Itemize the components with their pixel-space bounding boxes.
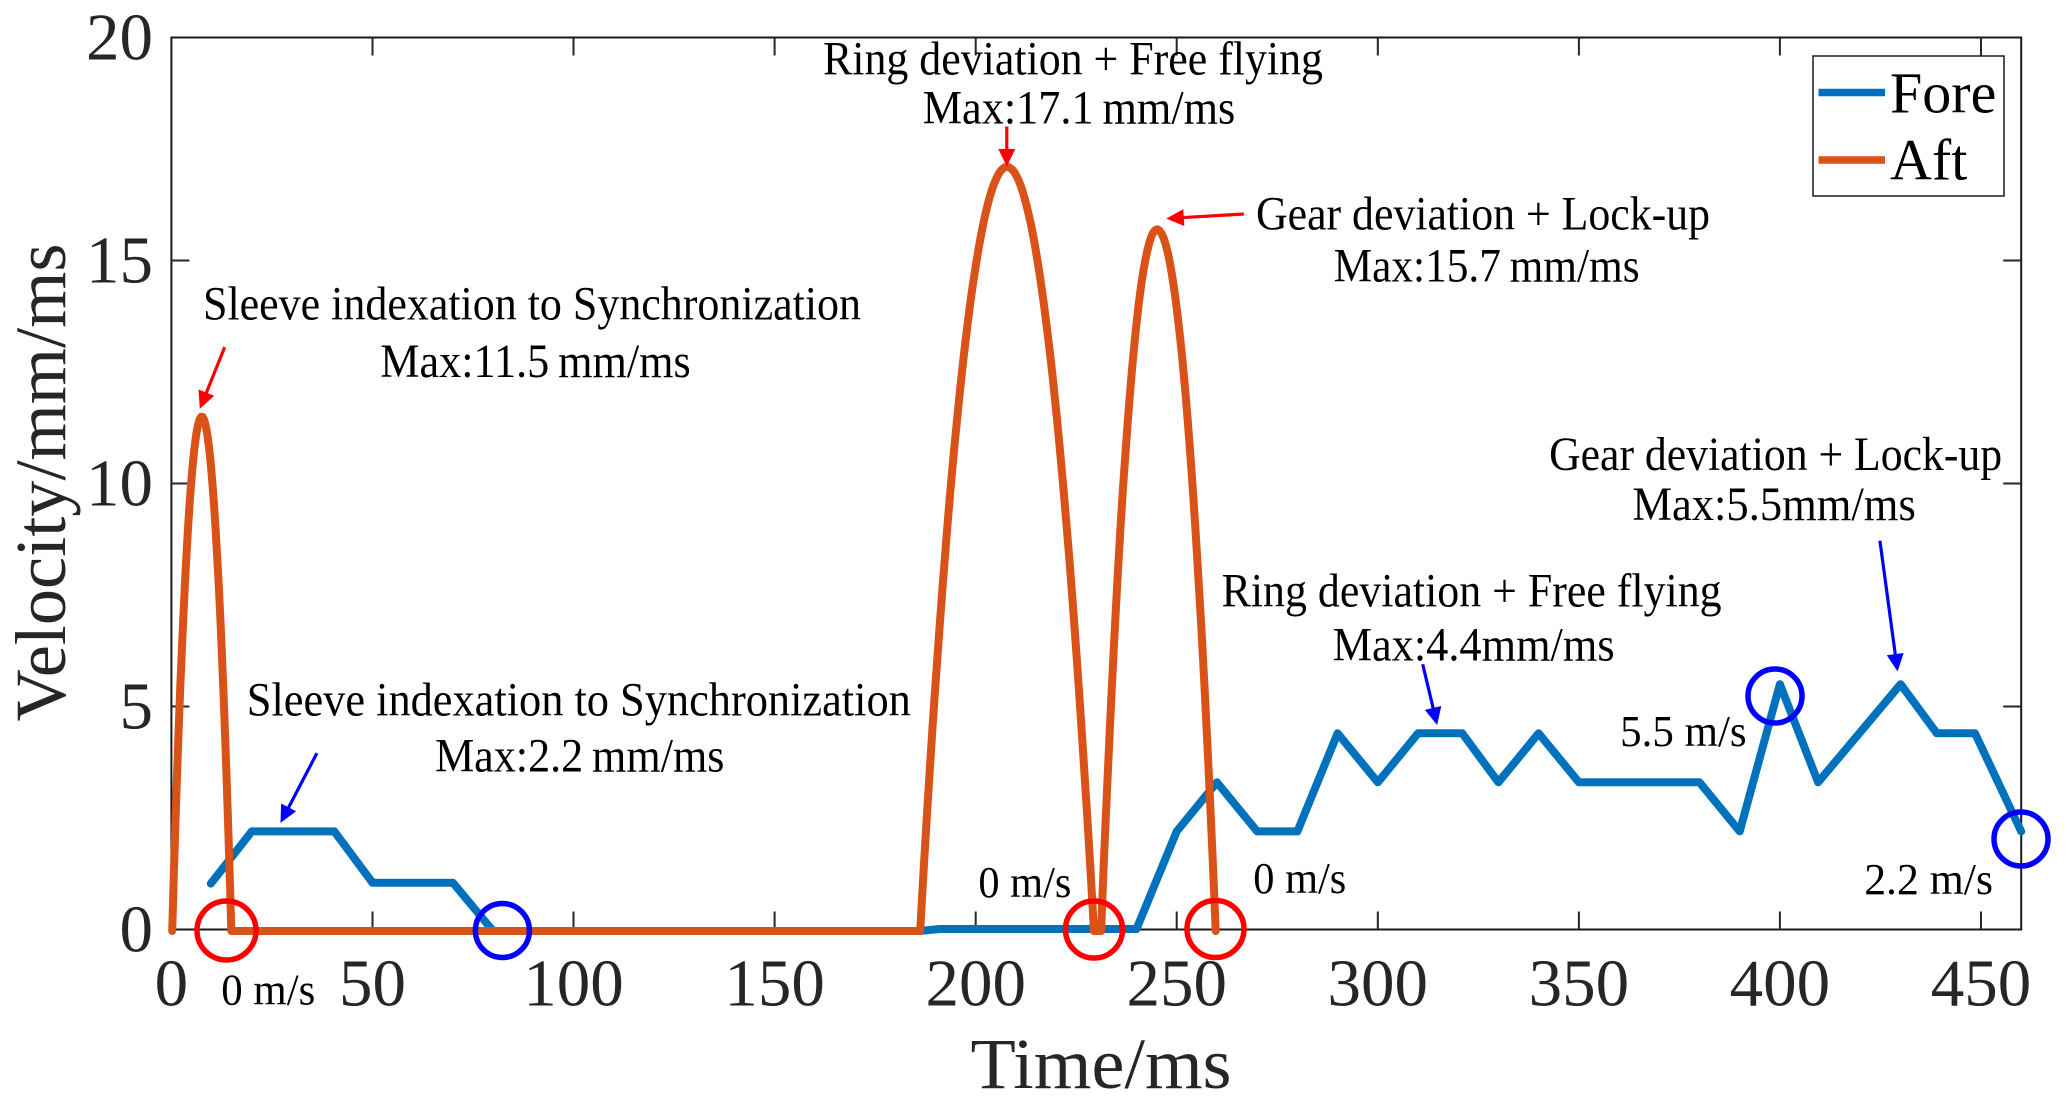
svg-text:50: 50 xyxy=(339,947,406,1021)
svg-text:100: 100 xyxy=(523,947,624,1021)
svg-text:0: 0 xyxy=(155,947,189,1021)
svg-text:Time/ms: Time/ms xyxy=(971,1024,1232,1104)
svg-text:Max:17.1 mm/ms: Max:17.1 mm/ms xyxy=(923,82,1236,135)
svg-text:Gear deviation + Lock-up: Gear deviation + Lock-up xyxy=(1256,187,1710,240)
svg-text:0 m/s: 0 m/s xyxy=(221,966,315,1015)
svg-text:Max:4.4mm/ms: Max:4.4mm/ms xyxy=(1333,619,1615,672)
svg-text:Max:15.7 mm/ms: Max:15.7 mm/ms xyxy=(1334,240,1640,293)
svg-text:Fore: Fore xyxy=(1890,61,1996,126)
svg-text:400: 400 xyxy=(1730,947,1831,1021)
svg-text:350: 350 xyxy=(1529,947,1630,1021)
svg-text:15: 15 xyxy=(86,223,153,297)
svg-text:Sleeve indexation to Synchroni: Sleeve indexation to Synchronization xyxy=(247,674,911,727)
svg-text:2.2 m/s: 2.2 m/s xyxy=(1864,855,1993,904)
svg-text:200: 200 xyxy=(925,947,1026,1021)
svg-text:0: 0 xyxy=(120,892,154,966)
svg-text:Gear deviation + Lock-up: Gear deviation + Lock-up xyxy=(1549,428,2002,481)
svg-text:Max:11.5 mm/ms: Max:11.5 mm/ms xyxy=(380,335,691,388)
svg-text:300: 300 xyxy=(1328,947,1429,1021)
svg-text:Aft: Aft xyxy=(1890,128,1967,193)
svg-text:450: 450 xyxy=(1931,947,2032,1021)
svg-text:Sleeve indexation to Synchroni: Sleeve indexation to Synchronization xyxy=(203,277,861,330)
svg-text:Ring deviation + Free flying: Ring deviation + Free flying xyxy=(823,33,1323,86)
svg-text:Max:2.2 mm/ms: Max:2.2 mm/ms xyxy=(435,730,725,783)
svg-text:Ring deviation + Free flying: Ring deviation + Free flying xyxy=(1222,565,1722,618)
svg-text:Velocity/mm/ms: Velocity/mm/ms xyxy=(1,244,81,722)
svg-text:5: 5 xyxy=(120,669,154,743)
svg-text:5.5 m/s: 5.5 m/s xyxy=(1620,707,1747,756)
svg-text:0 m/s: 0 m/s xyxy=(978,858,1071,907)
svg-text:10: 10 xyxy=(86,446,153,520)
svg-text:20: 20 xyxy=(86,0,153,74)
svg-text:150: 150 xyxy=(724,947,825,1021)
svg-text:Max:5.5mm/ms: Max:5.5mm/ms xyxy=(1632,478,1915,531)
svg-text:0 m/s: 0 m/s xyxy=(1253,854,1346,903)
